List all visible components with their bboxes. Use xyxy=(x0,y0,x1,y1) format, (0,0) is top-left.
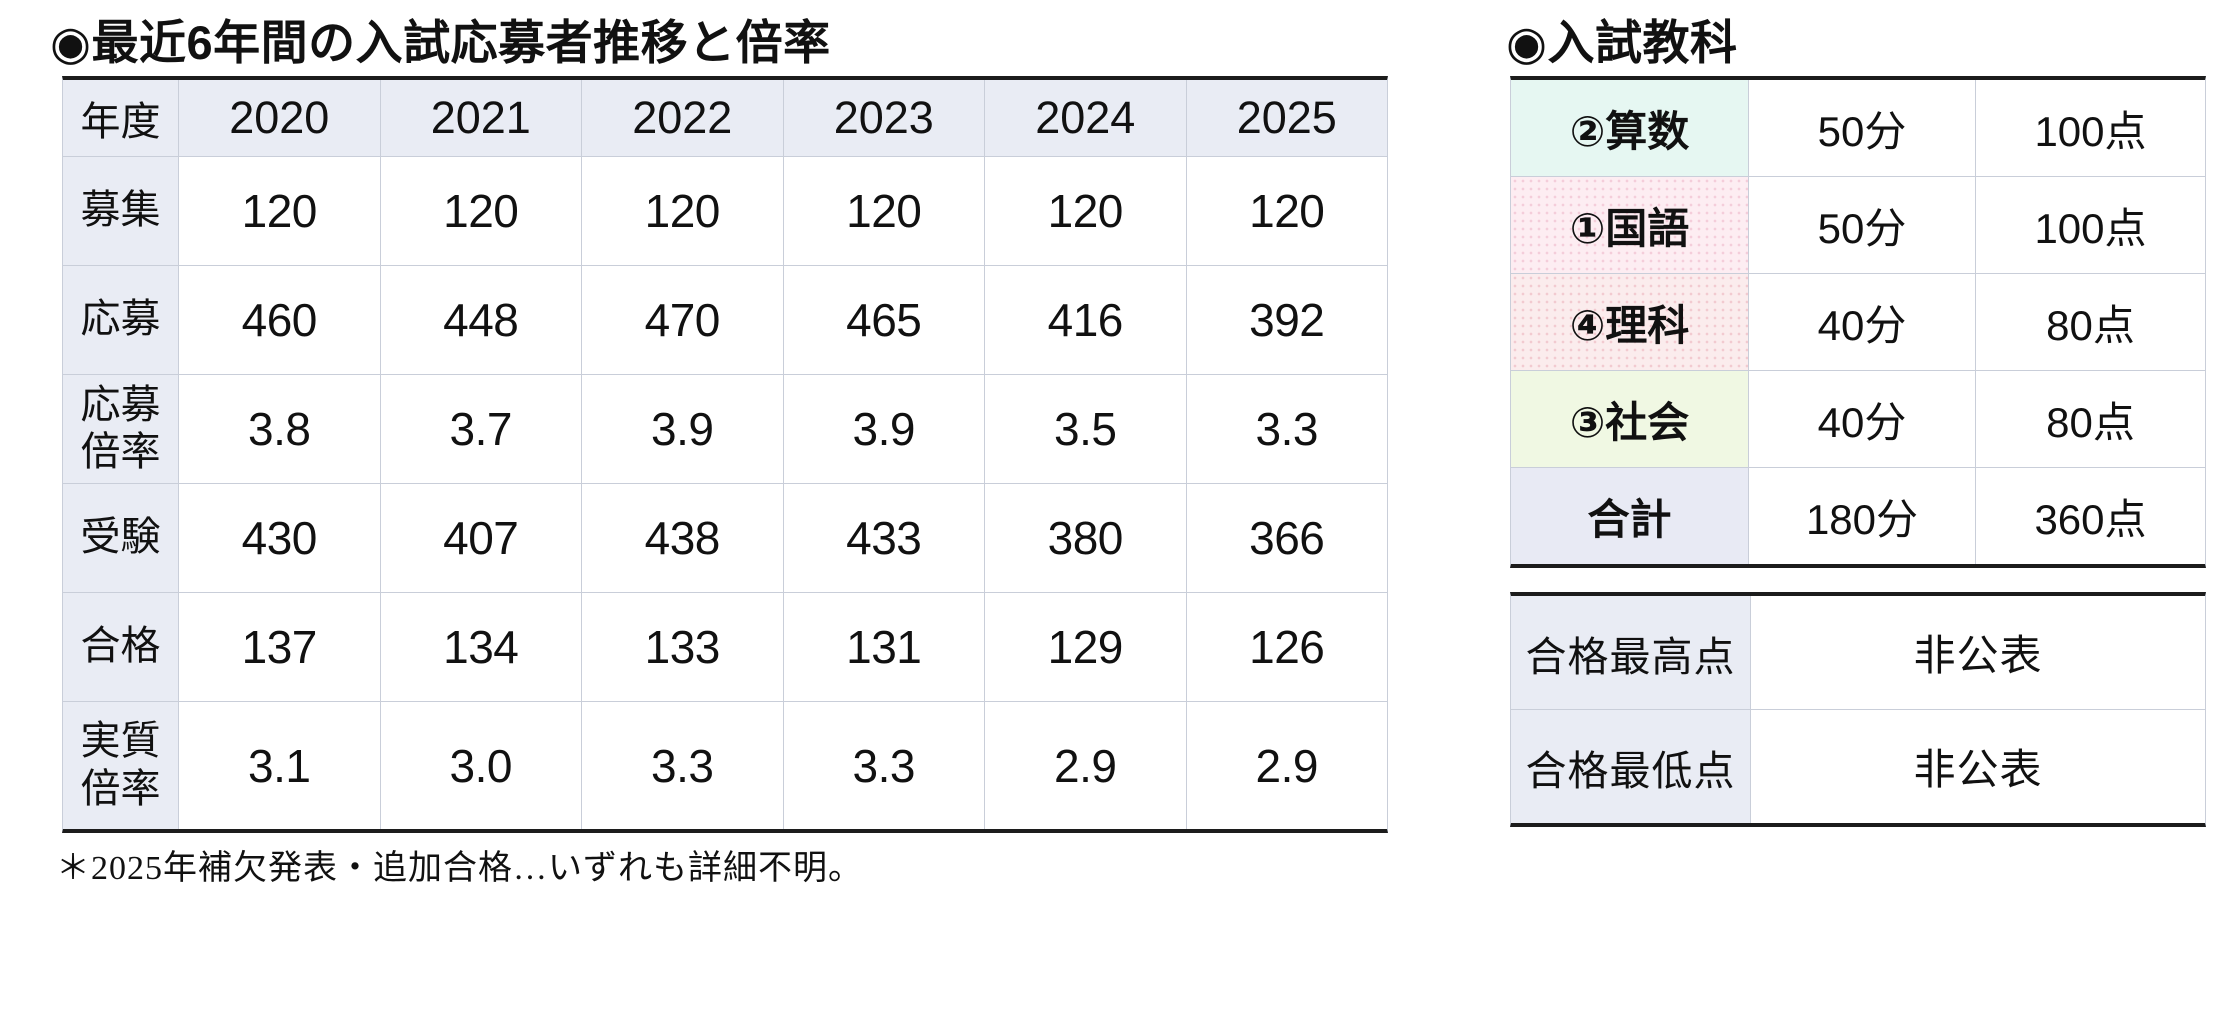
value-cell: 3.3 xyxy=(783,702,984,829)
value-cell: 3.5 xyxy=(985,375,1186,483)
value-cell: 133 xyxy=(582,593,783,701)
value-cell: 460 xyxy=(179,266,380,374)
applicants-trend-table: 年度 2020 2021 2022 2023 2024 2025 募集 120 120 120 120… xyxy=(62,76,1388,833)
value-cell: 433 xyxy=(783,484,984,592)
subject-time-cell: 50分 xyxy=(1749,177,1975,273)
value-cell: 2.9 xyxy=(985,702,1186,829)
value-cell: 3.9 xyxy=(582,375,783,483)
value-cell: 392 xyxy=(1186,266,1387,374)
score-label-cell: 合格最低点 xyxy=(1511,710,1750,823)
footnote: ＊2025年補欠発表・追加合格…いずれも詳細不明。 xyxy=(56,850,863,887)
value-cell: 129 xyxy=(985,593,1186,701)
exam-subjects-table: ②算数 50分 100点 ①国語 50分 100点 ④理科 40分 80点 ③社会 40分 80点合計… xyxy=(1510,76,2206,568)
value-cell: 430 xyxy=(179,484,380,592)
value-cell: 465 xyxy=(783,266,984,374)
year-header-cell: 2020 xyxy=(179,80,380,156)
value-cell: 120 xyxy=(582,157,783,265)
subject-time-cell: 50分 xyxy=(1749,80,1975,176)
row-label-cell: 実質 倍率 xyxy=(63,702,178,829)
value-cell: 448 xyxy=(380,266,581,374)
subject-label-cell: ①国語 xyxy=(1511,177,1748,273)
score-value-cell: 非公表 xyxy=(1751,596,2205,709)
value-cell: 438 xyxy=(582,484,783,592)
subject-points-cell: 80点 xyxy=(1976,371,2205,467)
value-cell: 2.9 xyxy=(1186,702,1387,829)
subject-time-cell: 180分 xyxy=(1749,468,1975,564)
score-value-cell: 非公表 xyxy=(1751,710,2205,823)
year-header-cell: 2024 xyxy=(985,80,1186,156)
value-cell: 137 xyxy=(179,593,380,701)
score-label-cell: 合格最高点 xyxy=(1511,596,1750,709)
subject-label-cell: ③社会 xyxy=(1511,371,1748,467)
year-header-cell: 2021 xyxy=(380,80,581,156)
value-cell: 120 xyxy=(179,157,380,265)
subject-time-cell: 40分 xyxy=(1749,371,1975,467)
value-cell: 3.1 xyxy=(179,702,380,829)
value-cell: 3.3 xyxy=(582,702,783,829)
value-cell: 380 xyxy=(985,484,1186,592)
year-header-cell: 2022 xyxy=(582,80,783,156)
value-cell: 120 xyxy=(783,157,984,265)
subject-label-cell: 合計 xyxy=(1511,468,1748,564)
left-section-title: ◉最近6年間の入試応募者推移と倍率 xyxy=(50,16,831,69)
value-cell: 3.9 xyxy=(783,375,984,483)
value-cell: 3.7 xyxy=(380,375,581,483)
value-cell: 470 xyxy=(582,266,783,374)
value-cell: 3.0 xyxy=(380,702,581,829)
subject-points-cell: 100点 xyxy=(1976,80,2205,176)
subject-label-cell: ④理科 xyxy=(1511,274,1748,370)
subject-label-cell: ②算数 xyxy=(1511,80,1748,176)
row-label-cell: 応募 xyxy=(63,266,178,374)
value-cell: 134 xyxy=(380,593,581,701)
subject-points-cell: 80点 xyxy=(1976,274,2205,370)
year-header-cell: 2025 xyxy=(1186,80,1387,156)
subject-time-cell: 40分 xyxy=(1749,274,1975,370)
right-section-title: ◉入試教科 xyxy=(1506,16,1738,69)
pass-scores-table: 合格最高点 非公表 合格最低点 非公表 xyxy=(1510,592,2206,827)
value-cell: 131 xyxy=(783,593,984,701)
value-cell: 126 xyxy=(1186,593,1387,701)
row-label-cell: 応募 倍率 xyxy=(63,375,178,483)
row-label-cell: 受験 xyxy=(63,484,178,592)
value-cell: 3.8 xyxy=(179,375,380,483)
year-header-cell: 2023 xyxy=(783,80,984,156)
value-cell: 120 xyxy=(985,157,1186,265)
value-cell: 3.3 xyxy=(1186,375,1387,483)
value-cell: 407 xyxy=(380,484,581,592)
value-cell: 120 xyxy=(380,157,581,265)
subject-points-cell: 100点 xyxy=(1976,177,2205,273)
value-cell: 416 xyxy=(985,266,1186,374)
value-cell: 120 xyxy=(1186,157,1387,265)
row-label-cell: 合格 xyxy=(63,593,178,701)
subject-points-cell: 360点 xyxy=(1976,468,2205,564)
year-corner-header-cell: 年度 xyxy=(63,80,178,156)
value-cell: 366 xyxy=(1186,484,1387,592)
row-label-cell: 募集 xyxy=(63,157,178,265)
